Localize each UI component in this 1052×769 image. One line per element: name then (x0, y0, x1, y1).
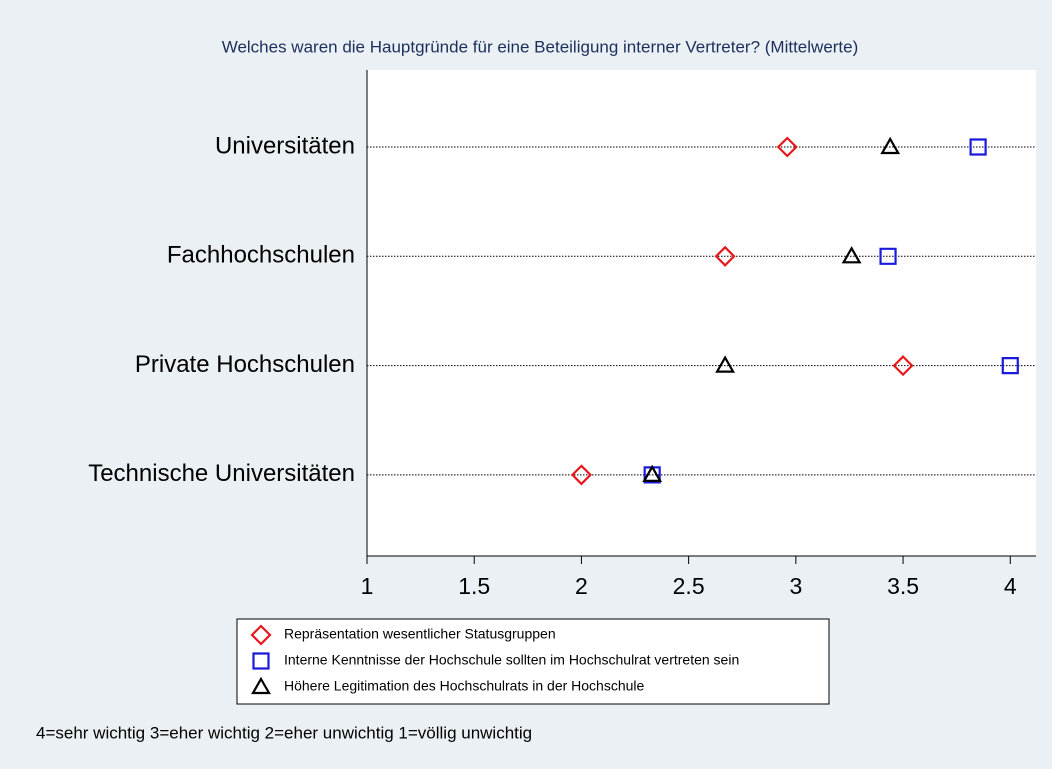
legend-label: Höhere Legitimation des Hochschulrats in… (284, 678, 645, 694)
x-tick-label: 1 (361, 573, 374, 599)
point (776, 136, 798, 158)
legend-label: Repräsentation wesentlicher Statusgruppe… (284, 626, 556, 642)
point (643, 466, 661, 484)
y-tick-label: Universitäten (215, 132, 355, 159)
x-tick-label: 1.5 (458, 573, 490, 599)
legend (236, 618, 830, 705)
point (714, 245, 736, 267)
point (715, 355, 735, 373)
plot-region (367, 70, 1036, 556)
point (570, 464, 592, 486)
point (880, 136, 901, 155)
point (1001, 357, 1019, 375)
point (841, 246, 862, 264)
legend-marker (251, 676, 271, 695)
x-tick-label: 3.5 (887, 573, 919, 599)
x-tick-label: 2 (575, 573, 588, 599)
point (879, 247, 897, 265)
x-tick-label: 2.5 (673, 573, 705, 599)
legend-marker (250, 624, 272, 646)
point (892, 355, 914, 377)
y-tick-label: Private Hochschulen (135, 351, 355, 378)
chart-title: Welches waren die Hauptgründe für eine B… (222, 37, 859, 56)
point (642, 464, 663, 482)
point (969, 138, 987, 156)
note: 4=sehr wichtig 3=eher wichtig 2=eher unw… (36, 723, 532, 742)
x-tick-label: 4 (1004, 573, 1017, 599)
legend-marker (252, 652, 270, 670)
legend-label: Interne Kenntnisse der Hochschule sollte… (284, 652, 739, 668)
y-tick-label: Technische Universitäten (88, 460, 355, 487)
x-tick-label: 3 (789, 573, 802, 599)
y-tick-label: Fachhochschulen (167, 242, 355, 269)
